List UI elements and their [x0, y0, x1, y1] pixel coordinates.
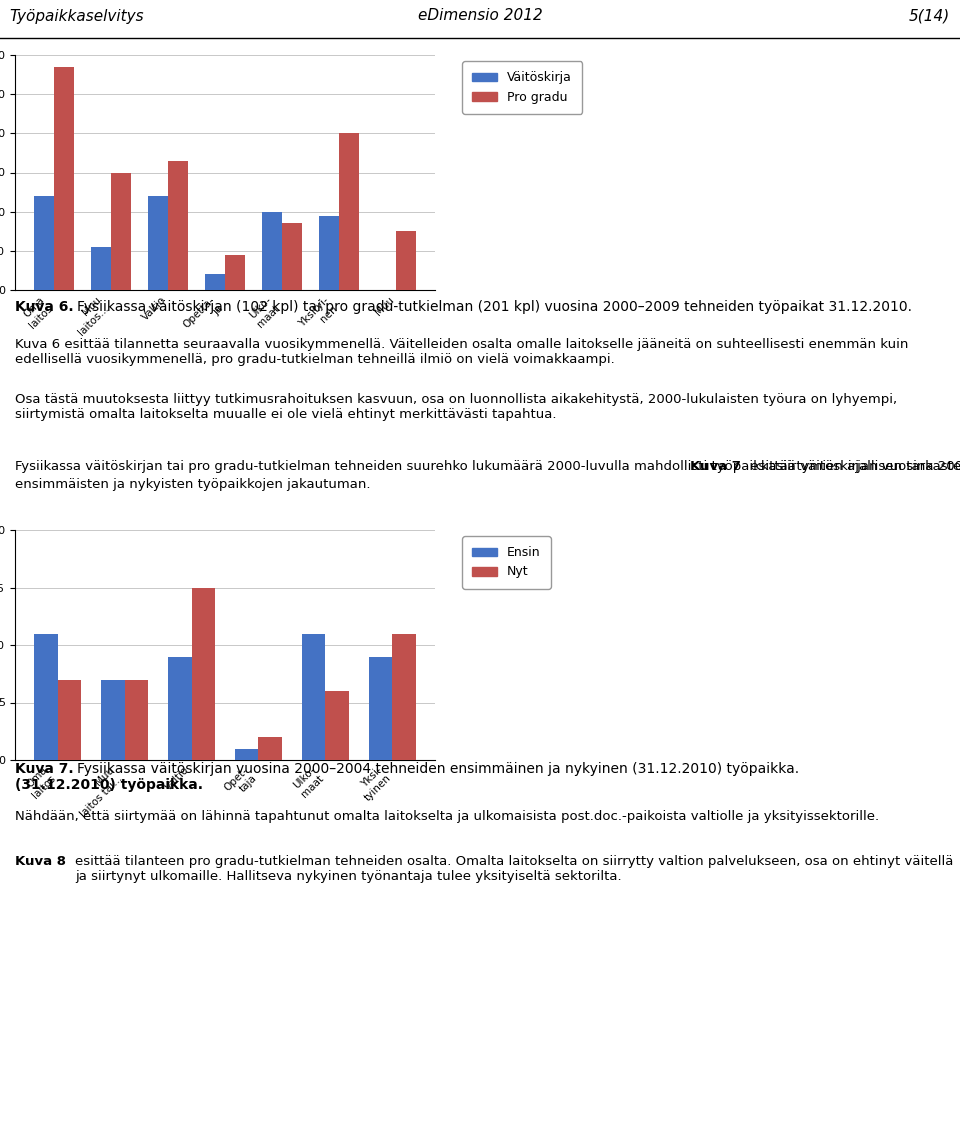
Text: Fysiikassa väitöskirjan vuosina 2000–2004 tehneiden ensimmäinen ja nykyinen (31.: Fysiikassa väitöskirjan vuosina 2000–200…	[78, 762, 800, 776]
Bar	[339, 133, 359, 290]
Text: ensimmäisten ja nykyisten työpaikkojen jakautuman.: ensimmäisten ja nykyisten työpaikkojen j…	[15, 478, 371, 491]
Text: Kuva 8: Kuva 8	[15, 855, 66, 868]
Bar	[205, 274, 225, 290]
Bar	[396, 232, 416, 290]
Bar	[111, 172, 131, 290]
Bar	[168, 656, 191, 760]
Bar	[225, 254, 245, 290]
Legend: Ensin, Nyt: Ensin, Nyt	[463, 536, 551, 589]
Text: Kuva 6 esittää tilannetta seuraavalla vuosikymmenellä. Väitelleiden osalta omall: Kuva 6 esittää tilannetta seuraavalla vu…	[15, 338, 908, 366]
Legend: Väitöskirja, Pro gradu: Väitöskirja, Pro gradu	[463, 62, 582, 113]
Bar	[191, 588, 215, 760]
Bar	[258, 737, 282, 760]
Bar	[148, 196, 168, 290]
Bar	[262, 212, 282, 290]
Bar	[91, 246, 111, 290]
Text: Osa tästä muutoksesta liittyy tutkimusrahoituksen kasvuun, osa on luonnollista a: Osa tästä muutoksesta liittyy tutkimusra…	[15, 393, 898, 421]
Bar	[369, 656, 393, 760]
Bar	[35, 633, 58, 760]
Text: 5(14): 5(14)	[909, 8, 950, 24]
Bar	[101, 680, 125, 760]
Text: Kuva 7.: Kuva 7.	[15, 762, 74, 776]
Text: esittää väitöskirjan vuosina 2000–2004 tehneiden: esittää väitöskirjan vuosina 2000–2004 t…	[746, 460, 960, 474]
Bar	[393, 633, 416, 760]
Bar	[54, 67, 74, 290]
Bar	[325, 691, 348, 760]
Bar	[302, 633, 325, 760]
Text: Kuva 7: Kuva 7	[690, 460, 741, 474]
Text: Työpaikkaselvitys: Työpaikkaselvitys	[10, 8, 144, 24]
Bar	[125, 680, 148, 760]
Bar	[282, 224, 302, 290]
Text: Fysiikassa väitöskirjan tai pro gradu-tutkielman tehneiden suurehko lukumäärä 20: Fysiikassa väitöskirjan tai pro gradu-tu…	[15, 460, 960, 474]
Text: eDimensio 2012: eDimensio 2012	[418, 8, 542, 24]
Bar	[319, 216, 339, 290]
Text: Nähdään, että siirtymää on lähinnä tapahtunut omalta laitokselta ja ulkomaisista: Nähdään, että siirtymää on lähinnä tapah…	[15, 810, 879, 823]
Text: (31.12.2010) työpaikka.: (31.12.2010) työpaikka.	[15, 778, 203, 792]
Bar	[168, 161, 188, 290]
Text: Kuva 6.: Kuva 6.	[15, 300, 74, 314]
Bar	[35, 196, 54, 290]
Bar	[58, 680, 81, 760]
Bar	[235, 748, 258, 760]
Text: esittää tilanteen pro gradu-tutkielman tehneiden osalta. Omalta laitokselta on s: esittää tilanteen pro gradu-tutkielman t…	[76, 855, 954, 883]
Text: Fysiikassa väitöskirjan (102 kpl) tai pro gradu-tutkielman (201 kpl) vuosina 200: Fysiikassa väitöskirjan (102 kpl) tai pr…	[78, 300, 912, 314]
